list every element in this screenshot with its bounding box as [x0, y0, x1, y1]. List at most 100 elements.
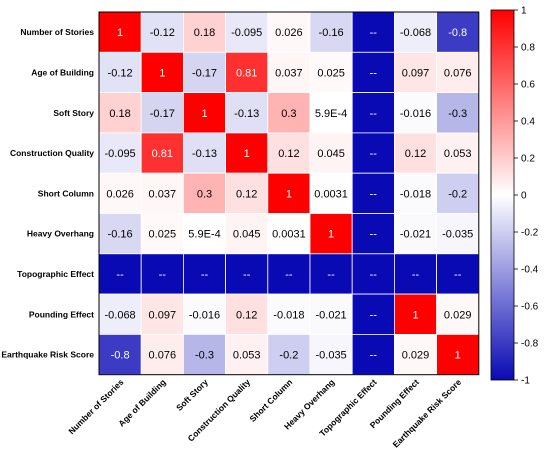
heatmap-cell [393, 213, 437, 255]
cell-value-label: 0.81 [236, 67, 257, 79]
cell-value-label: -- [412, 269, 420, 281]
cell-value-label: -0.035 [442, 229, 473, 241]
cell-value-label: -0.13 [192, 148, 217, 160]
cell-value-label: -- [370, 148, 378, 160]
cell-value-label: -- [454, 269, 462, 281]
heatmap-cell [98, 293, 142, 335]
cell-value-label: -0.016 [189, 309, 220, 321]
row-label: Construction Quality [10, 148, 94, 158]
cell-value-label: -0.018 [400, 188, 431, 200]
heatmap-cell [225, 92, 269, 134]
row-labels: Number of Stories Age of Building Soft Sto… [1, 27, 94, 359]
heatmap-border [98, 11, 480, 376]
cell-value-label: -0.035 [315, 350, 346, 362]
cell-value-label: 5.9E-4 [188, 229, 220, 241]
cell-value-label: 0.12 [236, 309, 257, 321]
cell-value-label: -- [159, 269, 167, 281]
cell-value-label: -- [370, 350, 378, 362]
heatmap-cell [267, 293, 311, 335]
heatmap-cell [140, 11, 184, 53]
cell-value-label: -- [370, 188, 378, 200]
cell-value-label: 0.18 [109, 108, 130, 120]
cell-value-label: 1 [117, 27, 123, 39]
cell-value-label: 0.3 [281, 108, 296, 120]
heatmap-cell [225, 213, 269, 255]
heatmap-cell [140, 213, 184, 255]
heatmap-cell [98, 213, 142, 255]
cell-value-label: -- [243, 269, 251, 281]
row-label: Earthquake Risk Score [1, 350, 94, 360]
cell-value-label: -0.12 [108, 67, 133, 79]
cell-value-label: 0.0031 [314, 188, 348, 200]
heatmap-cell [267, 51, 311, 93]
cell-value-label: -0.16 [319, 27, 344, 39]
cell-value-label: 0.029 [444, 309, 472, 321]
cell-value-label: -- [370, 67, 378, 79]
cell-value-label: -0.2 [448, 188, 467, 200]
row-label: Number of Stories [20, 27, 94, 37]
heatmap-cell [436, 213, 480, 255]
heatmap-cell [351, 333, 395, 376]
cell-value-label: 0.076 [149, 350, 177, 362]
cell-value-label: 0.053 [233, 350, 261, 362]
heatmap-cell [393, 51, 437, 93]
cell-value-label: -0.021 [400, 229, 431, 241]
cell-value-label: 0.037 [149, 188, 177, 200]
cell-value-label: -- [370, 269, 378, 281]
cell-value-label: -0.068 [104, 309, 135, 321]
heatmap-cell [436, 132, 480, 174]
heatmap-cell [351, 293, 395, 335]
cell-value-label: -- [370, 27, 378, 39]
row-label: Pounding Effect [29, 309, 94, 319]
heatmap-cell [182, 213, 226, 255]
column-label: Number of Stories [66, 377, 125, 436]
cell-value-label: -0.8 [448, 27, 467, 39]
cell-value-label: 1 [455, 350, 461, 362]
cell-value-label: 1 [201, 108, 207, 120]
colorbar-tick-label: 0.2 [521, 154, 535, 165]
colorbar-tick-label: -0.4 [521, 265, 539, 276]
cell-value-label: -0.016 [400, 108, 431, 120]
colorbar-tick-label: 0.6 [521, 80, 535, 91]
heatmap-cell [98, 92, 142, 134]
heatmap-cell [436, 293, 480, 335]
colorbar-tick-label: 0.4 [521, 117, 535, 128]
colorbar-tick-label: 1 [521, 6, 527, 17]
cell-value-label: -- [370, 229, 378, 241]
cell-value-label: -- [201, 269, 209, 281]
heatmap-cell [98, 11, 142, 53]
cell-value-label: -0.17 [150, 108, 175, 120]
cell-value-label: -- [370, 108, 378, 120]
heatmap-cell [182, 293, 226, 335]
heatmap-cell [182, 92, 226, 134]
cell-value-label: -- [370, 309, 378, 321]
heatmap-cell [351, 172, 395, 214]
cell-value-label: -- [285, 269, 293, 281]
cell-value-label: 0.045 [233, 229, 261, 241]
heatmap-cell [225, 333, 269, 376]
cell-value-label: -0.3 [195, 350, 214, 362]
row-label: Soft Story [53, 108, 94, 118]
cell-value-label: -0.16 [108, 229, 133, 241]
cell-value-label: 1 [244, 148, 250, 160]
heatmap-cell [140, 333, 184, 376]
colorbar-tick-label: 0 [521, 191, 527, 202]
cell-value-label: -0.8 [111, 350, 130, 362]
cell-value-label: 0.026 [106, 188, 134, 200]
colorbar-tick-label: -0.6 [521, 302, 539, 313]
cell-value-label: 0.81 [152, 148, 173, 160]
cell-value-label: 0.12 [405, 148, 426, 160]
row-label: Age of Building [31, 67, 94, 77]
heatmap-cell [182, 51, 226, 93]
cell-value-label: -- [327, 269, 335, 281]
heatmap-cell [351, 92, 395, 134]
cell-value-label: -0.3 [448, 108, 467, 120]
cell-value-label: 0.3 [197, 188, 212, 200]
heatmap-cell [351, 51, 395, 93]
heatmap-cell [98, 172, 142, 214]
cell-value-label: -0.068 [400, 27, 431, 39]
heatmap-cell [436, 172, 480, 214]
cell-value-label: -0.095 [104, 148, 135, 160]
cell-value-label: -- [116, 269, 124, 281]
